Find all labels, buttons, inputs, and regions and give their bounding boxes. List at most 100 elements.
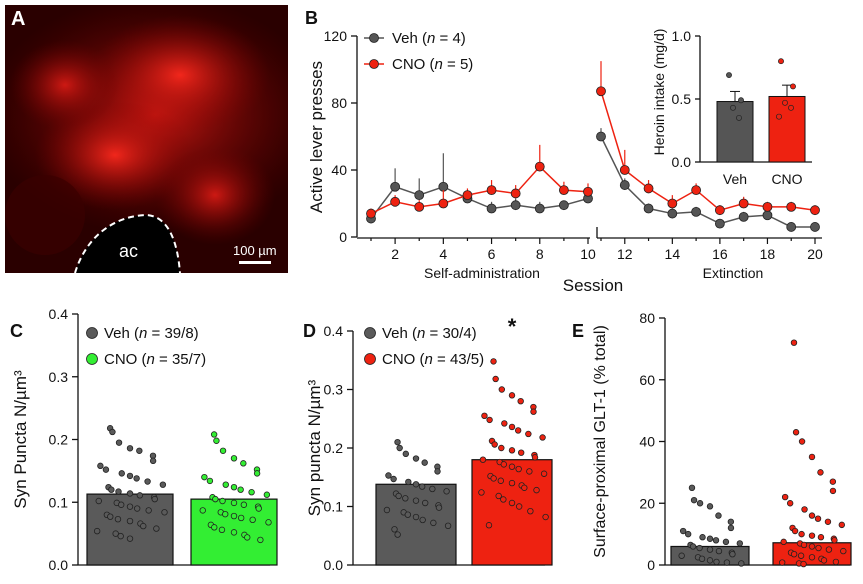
panel-b-point <box>558 185 569 196</box>
panel-b-x-tick-label: 2 <box>391 246 399 262</box>
panel-e-data-point <box>824 518 832 525</box>
panel-e-data-point <box>838 521 846 529</box>
panel-d-legend-marker <box>364 327 376 339</box>
panel-b-point <box>786 201 797 212</box>
panel-e-data-point <box>831 537 838 544</box>
panel-e-y-tick-label: 60 <box>639 372 655 388</box>
panel-d-y-label: Syn puncta N/µm³ <box>305 379 324 516</box>
panel-b-point <box>462 190 473 201</box>
panel-c-data-point <box>112 530 119 537</box>
panel-b-point <box>667 208 678 219</box>
panel-e-data-point <box>715 547 723 555</box>
panel-b-series-veh <box>366 128 820 232</box>
panel-c-data-point <box>144 478 151 485</box>
panel-d-data-point <box>508 499 516 507</box>
panel-e-data-point <box>798 438 806 445</box>
panel-b-x-tick-label: 14 <box>665 246 681 262</box>
panel-c-data-point <box>117 532 124 540</box>
panel-d-data-point <box>527 507 534 515</box>
panel-d-data-point <box>443 488 450 495</box>
inset-y-tick-label: 0.5 <box>672 91 692 107</box>
panel-b-y-tick-label: 80 <box>331 95 347 111</box>
inset-bar-cno <box>768 95 806 163</box>
panel-c-data-point <box>136 447 143 454</box>
scale-bar-label: 100 µm <box>233 243 277 258</box>
panel-e-y-tick-label: 0 <box>647 557 655 573</box>
panel-e-data-point <box>706 535 714 542</box>
panel-d-data-point <box>478 489 485 496</box>
panel-c-data-point <box>248 489 255 496</box>
inset-y-tick-label: 1.0 <box>672 28 692 44</box>
panel-e-data-point <box>713 558 720 566</box>
panel-c-data-point <box>108 486 115 493</box>
ac-label: ac <box>119 241 139 261</box>
panel-b-line-ext <box>600 136 815 228</box>
inset-data-point <box>736 114 742 121</box>
panel-b-y-tick-label: 40 <box>331 162 347 178</box>
panel-d-data-point <box>508 479 516 487</box>
panel-letter-b: B <box>305 8 318 28</box>
panel-b-x-tick-label: 12 <box>617 246 633 262</box>
panel-d-data-point <box>530 408 537 415</box>
panel-d-data-point <box>421 499 429 507</box>
panel-c-data-point <box>265 519 272 526</box>
panel-d-bar-veh <box>375 483 457 566</box>
inset-y-tick-label: 0.0 <box>672 154 692 170</box>
panel-b-point <box>558 200 569 211</box>
panel-c-data-point <box>151 495 158 503</box>
panel-d-data-point <box>508 447 516 454</box>
panel-c-data-point <box>133 475 140 482</box>
panel-b-point <box>414 190 425 201</box>
inset-data-point <box>782 99 788 106</box>
panel-e-data-point <box>722 538 730 546</box>
panel-c-data-point <box>153 525 160 532</box>
panel-e-data-point <box>815 544 822 552</box>
panel-c-data-point <box>255 505 262 512</box>
panel-c-data-point <box>133 505 141 512</box>
panel-e-data-point <box>800 541 808 549</box>
panel-e-data-point <box>800 560 807 568</box>
panel-c-data-point <box>118 501 125 508</box>
panel-c-data-point <box>222 481 229 488</box>
panel-c-data-point <box>109 428 116 436</box>
panel-e-data-point <box>829 487 837 495</box>
panel-d-data-point <box>435 504 443 511</box>
panel-d-data-point <box>515 465 522 473</box>
panel-c-data-point <box>161 509 168 516</box>
panel-c-data-point <box>107 513 114 520</box>
panel-b-point <box>486 203 497 214</box>
panel-d-data-point <box>498 444 505 452</box>
panel-d-data-point <box>542 513 549 521</box>
inset-x-tick-label: CNO <box>771 171 802 187</box>
panel-e-data-point <box>832 558 840 566</box>
panel-e-data-point <box>727 524 735 532</box>
panel-d-data-point <box>421 459 428 466</box>
panel-c-data-point <box>240 460 247 467</box>
panel-d-data-point <box>412 513 420 521</box>
panel-c-data-point <box>230 512 238 520</box>
panel-b-point <box>366 208 376 219</box>
panel-e-data-point <box>690 496 698 504</box>
panel-c-y-tick-label: 0.2 <box>49 432 69 448</box>
panel-e-data-point <box>814 515 822 522</box>
panel-c-data-point <box>213 437 220 444</box>
micrograph-image <box>5 5 288 273</box>
panel-b-point <box>596 86 606 97</box>
panel-c-y-label: Syn Puncta N/µm³ <box>11 370 30 509</box>
panel-c-data-point <box>145 507 152 514</box>
panel-c-legend-marker <box>86 353 98 365</box>
panel-b-point <box>534 161 545 172</box>
panel-e-data-point <box>699 534 706 541</box>
panel-e-data-point <box>798 530 805 538</box>
panel-e-data-point <box>820 557 828 564</box>
panel-d-data-point <box>508 392 516 399</box>
panel-d-data-point <box>515 503 523 510</box>
panel-c-data-point <box>253 470 261 477</box>
inset-data-point <box>776 113 782 120</box>
panel-e-data-point <box>817 469 824 476</box>
panel-c-data-point <box>140 522 147 530</box>
panel-b-y-tick-label: 120 <box>324 28 348 44</box>
panel-e-data-point <box>840 547 847 555</box>
panel-d-data-point <box>500 461 508 468</box>
